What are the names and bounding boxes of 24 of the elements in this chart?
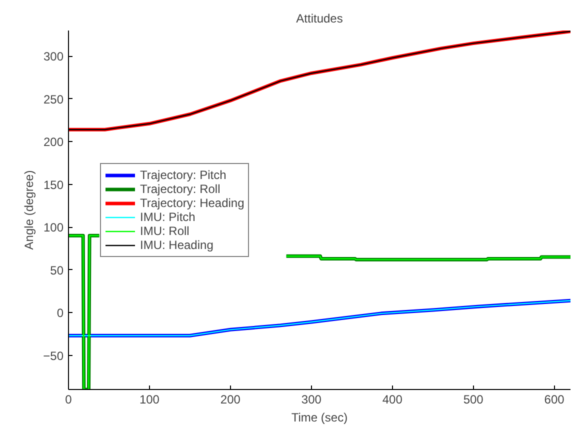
chart-title: Attitudes bbox=[296, 12, 343, 26]
x-tick-label: 400 bbox=[382, 392, 403, 406]
y-tick-label: 0 bbox=[56, 306, 64, 320]
legend-label: IMU: Pitch bbox=[140, 210, 196, 224]
x-tick-label: 300 bbox=[301, 392, 322, 406]
y-tick-label: 100 bbox=[43, 220, 64, 235]
legend-label: Trajectory: Pitch bbox=[140, 168, 226, 182]
y-axis-title: Angle (degree) bbox=[22, 170, 36, 250]
y-tick-label: 300 bbox=[43, 50, 64, 64]
x-tick-label: 600 bbox=[544, 392, 565, 406]
x-tick-label: 200 bbox=[220, 392, 241, 406]
x-tick-label: 500 bbox=[463, 392, 484, 406]
y-tick-label: −50 bbox=[43, 348, 64, 363]
x-tick-label: 100 bbox=[139, 392, 160, 406]
y-tick-label: 250 bbox=[43, 92, 64, 106]
legend-label: IMU: Heading bbox=[140, 238, 214, 252]
legend-label: IMU: Roll bbox=[140, 224, 190, 238]
legend-label: Trajectory: Roll bbox=[140, 182, 220, 196]
y-tick-label: 50 bbox=[50, 263, 64, 278]
y-tick-label: 150 bbox=[43, 178, 64, 192]
y-tick-label: 200 bbox=[43, 135, 64, 150]
x-axis-title: Time (sec) bbox=[291, 410, 348, 424]
x-tick-label: 0 bbox=[65, 392, 72, 406]
legend-label: Trajectory: Heading bbox=[140, 196, 244, 210]
